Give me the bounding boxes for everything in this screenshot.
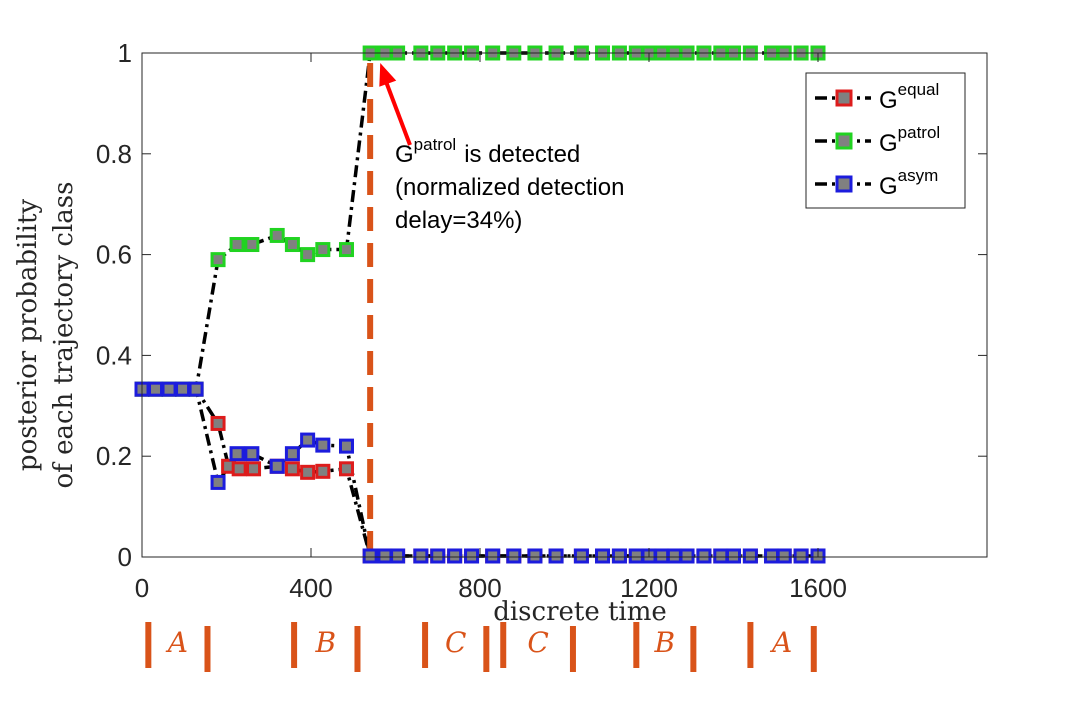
point-patrol — [244, 237, 260, 253]
annotation-superscript: patrol — [414, 135, 457, 154]
point-asym — [506, 548, 522, 564]
point-asym — [377, 548, 393, 564]
point-patrol — [210, 252, 226, 268]
point-asym — [300, 432, 316, 448]
point-asym — [284, 446, 300, 462]
segment-label: B — [314, 626, 336, 659]
y-tick-label: 0.4 — [96, 340, 132, 370]
point-asym — [447, 548, 463, 564]
point-asym — [679, 548, 695, 564]
point-asym — [726, 548, 741, 564]
point-asym — [362, 548, 378, 564]
axis-tick-labels: 0 400 800 1200 1600 0 0.2 0.4 0.6 0.8 1 — [96, 38, 847, 603]
point-equal — [231, 461, 247, 477]
point-asym — [696, 548, 712, 564]
annotation-arrow-line — [382, 76, 412, 146]
point-asym — [229, 446, 245, 462]
point-asym — [269, 458, 285, 474]
point-asym — [188, 381, 204, 397]
annotation-g-symbol: G — [395, 141, 414, 168]
y-tick-label: 0.6 — [96, 240, 132, 270]
point-asym — [742, 548, 758, 564]
x-axis-label: discrete time — [493, 597, 667, 627]
point-asym — [776, 548, 792, 564]
y-axis-label-line-1: posterior probability — [13, 199, 43, 471]
legend-marker — [835, 132, 853, 150]
x-tick-label: 1200 — [620, 573, 678, 603]
annotation-line-3: delay=34%) — [395, 207, 522, 234]
point-asym — [413, 548, 429, 564]
point-equal — [210, 415, 226, 431]
x-tick-label: 1600 — [789, 573, 847, 603]
annotation-line-2: (normalized detection — [395, 174, 624, 201]
point-equal — [338, 461, 354, 477]
point-asym — [793, 548, 809, 564]
point-asym — [764, 548, 780, 564]
legend-entry-asym: Gasym — [879, 166, 938, 200]
segment-label: A — [769, 626, 792, 659]
annotation-arrow-head — [379, 63, 397, 87]
point-patrol — [269, 227, 285, 243]
point-asym — [430, 548, 446, 564]
point-asym — [175, 381, 191, 397]
point-asym — [595, 548, 611, 564]
point-asym — [338, 438, 354, 454]
legend-entry-equal: Gequal — [879, 80, 939, 114]
point-patrol — [229, 237, 245, 253]
segment-label: C — [527, 626, 548, 659]
y-tick-label: 0.8 — [96, 139, 132, 169]
point-equal — [300, 464, 316, 480]
point-asym — [713, 548, 729, 564]
legend: Gequal Gpatrol Gasym — [805, 72, 966, 209]
x-tick-label: 0 — [135, 573, 149, 603]
point-asym — [464, 548, 480, 564]
point-asym — [611, 548, 627, 564]
legend-marker — [835, 175, 853, 193]
series-markers — [134, 45, 826, 564]
segment-label: A — [165, 626, 188, 659]
point-equal — [284, 461, 300, 477]
point-asym — [548, 548, 564, 564]
legend-marker — [835, 89, 853, 107]
annotation-suffix: is detected — [464, 141, 580, 168]
y-tick-label: 0.2 — [96, 441, 132, 471]
point-asym — [161, 381, 177, 397]
series-lines — [142, 51, 818, 558]
y-axis-label: posterior probability of each trajectory… — [13, 182, 79, 489]
y-axis-label-line-2: of each trajectory class — [49, 182, 79, 489]
point-asym — [573, 548, 589, 564]
y-tick-label: 0 — [118, 542, 132, 572]
point-patrol — [300, 247, 316, 263]
plot-frame — [141, 52, 988, 558]
point-asym — [390, 548, 406, 564]
point-equal — [315, 463, 331, 479]
point-asym — [244, 446, 260, 462]
x-tick-label: 400 — [289, 573, 332, 603]
axis-ticks — [141, 52, 987, 558]
point-patrol — [284, 237, 300, 253]
y-tick-label: 1 — [118, 38, 132, 68]
annotation-line-1: Gpatrol is detected — [395, 135, 580, 168]
point-asym — [148, 381, 164, 397]
detection-annotation: Gpatrol is detected (normalized detection… — [379, 63, 624, 234]
point-asym — [485, 548, 501, 564]
point-equal — [246, 461, 262, 477]
segment-label: C — [445, 626, 466, 659]
point-asym — [628, 548, 644, 564]
point-asym — [654, 548, 670, 564]
x-tick-label: 800 — [458, 573, 501, 603]
legend-entry-patrol: Gpatrol — [879, 123, 940, 157]
point-asym — [666, 548, 682, 564]
point-patrol — [315, 242, 331, 258]
point-patrol — [338, 242, 354, 258]
point-asym — [527, 548, 543, 564]
point-asym — [315, 437, 331, 453]
series-line-asym — [142, 387, 818, 558]
point-asym — [210, 474, 226, 490]
segment-label: B — [654, 626, 676, 659]
